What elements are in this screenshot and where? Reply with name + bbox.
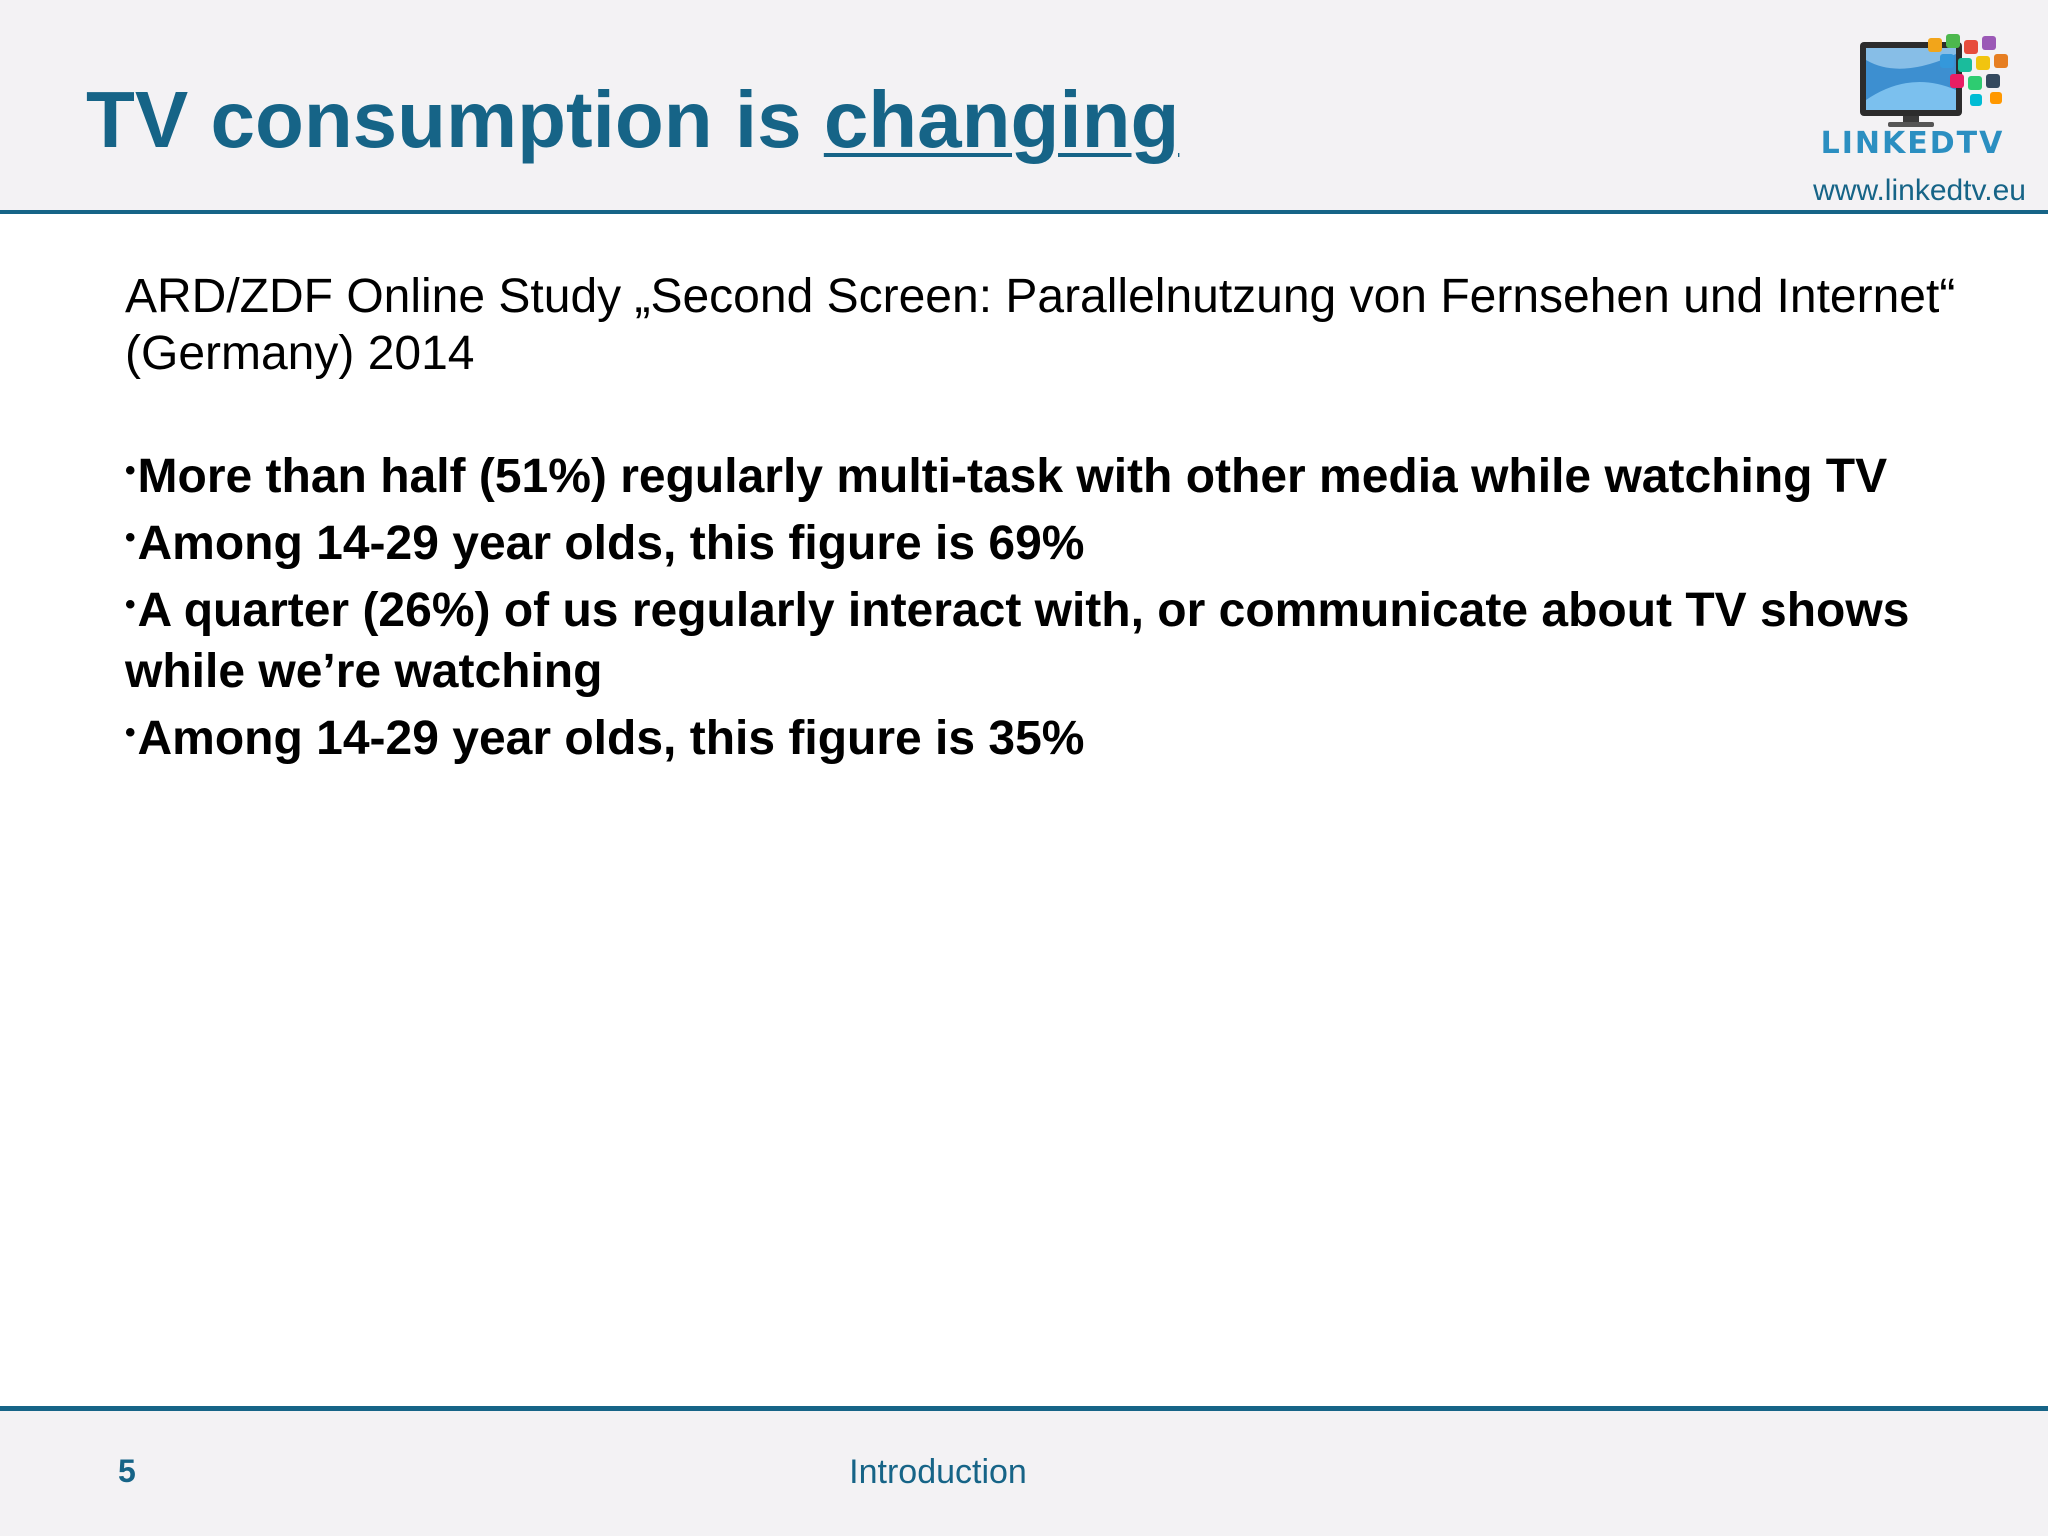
slide-footer: 5 Introduction xyxy=(0,1406,2048,1536)
bullet-item: •Among 14-29 year olds, this figure is 3… xyxy=(125,702,1985,769)
bullet-list: •More than half (51%) regularly multi-ta… xyxy=(125,440,1985,769)
slide-body: ARD/ZDF Online Study „Second Screen: Par… xyxy=(125,268,1985,769)
bullet-icon: • xyxy=(125,716,136,749)
bullet-text: Among 14-29 year olds, this figure is 69… xyxy=(137,517,1085,570)
bullet-item: •More than half (51%) regularly multi-ta… xyxy=(125,440,1985,507)
linkedtv-logo xyxy=(1800,30,2020,168)
title-emphasis: changing xyxy=(823,75,1180,164)
bullet-item: •A quarter (26%) of us regularly interac… xyxy=(125,574,1985,702)
bullet-text: A quarter (26%) of us regularly interact… xyxy=(125,584,1910,698)
title-main: TV consumption is xyxy=(86,75,824,164)
bullet-item: •Among 14-29 year olds, this figure is 6… xyxy=(125,507,1985,574)
slide-header: TV consumption is changing xyxy=(0,0,2048,214)
tv-icon xyxy=(1860,34,2008,127)
slide-title: TV consumption is changing xyxy=(86,76,1179,164)
logo-wordmark: LINKEDTV xyxy=(1820,126,2005,161)
study-reference: ARD/ZDF Online Study „Second Screen: Par… xyxy=(125,270,1956,380)
section-name: Introduction xyxy=(849,1453,1027,1491)
bullet-icon: • xyxy=(125,454,136,487)
website-url: www.linkedtv.eu xyxy=(1813,174,2026,207)
page-number: 5 xyxy=(118,1453,136,1489)
bullet-icon: • xyxy=(125,588,136,621)
bullet-text: More than half (51%) regularly multi-tas… xyxy=(137,450,1888,503)
bullet-text: Among 14-29 year olds, this figure is 35… xyxy=(137,712,1085,765)
bullet-icon: • xyxy=(125,521,136,554)
